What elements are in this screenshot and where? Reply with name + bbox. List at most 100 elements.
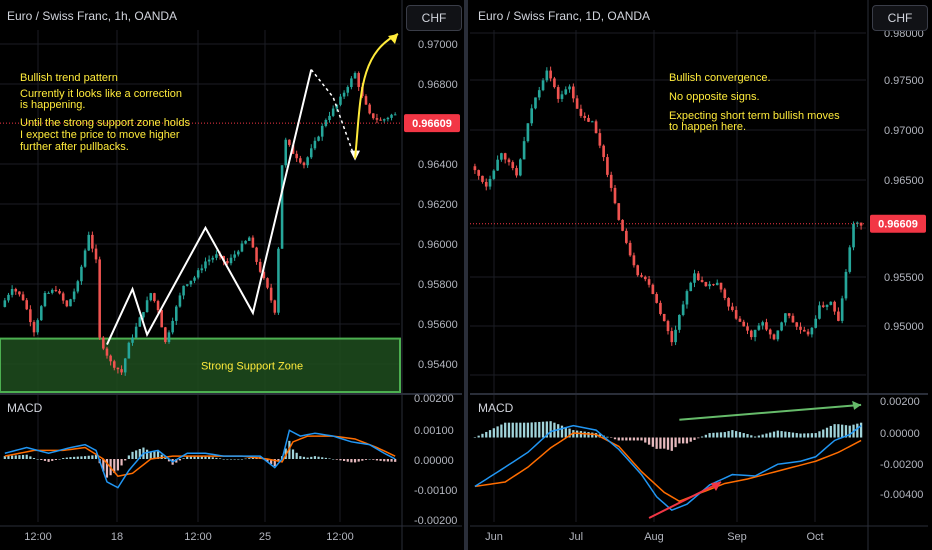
candle-body [353, 73, 357, 79]
histogram-bar [65, 457, 68, 459]
candle-body [266, 278, 269, 288]
candle-body [553, 78, 556, 88]
histogram-bar [727, 431, 730, 438]
histogram-bar [564, 427, 567, 438]
histogram-bar [208, 456, 211, 459]
currency-button-right[interactable]: CHF [872, 5, 928, 31]
candle-body [160, 310, 163, 328]
currency-button-left[interactable]: CHF [406, 5, 462, 31]
macd-axis-label: 0.00200 [880, 396, 920, 408]
annotation-note: Bullish convergence. [669, 72, 771, 84]
candle-body [280, 165, 284, 249]
candle-body [164, 327, 167, 343]
histogram-bar [666, 437, 670, 450]
histogram-bar [753, 436, 757, 438]
histogram-bar [127, 455, 130, 459]
histogram-bar [655, 437, 658, 449]
candle-body [640, 275, 643, 277]
histogram-bar [485, 431, 488, 438]
histogram-bar [248, 458, 251, 459]
histogram-bar [549, 421, 552, 438]
time-axis-label: 12:00 [326, 531, 354, 543]
histogram-bar [29, 456, 32, 459]
histogram-bar [795, 433, 798, 438]
candle-body [723, 289, 727, 299]
candle-body [339, 96, 342, 105]
histogram-bar [613, 437, 617, 440]
candle-body [368, 104, 371, 114]
candle-body [537, 90, 541, 98]
candle-body [556, 87, 560, 99]
histogram-bar [814, 433, 817, 438]
histogram-bar [394, 459, 397, 462]
price-axis-label: 0.96500 [884, 175, 924, 187]
candle-body [742, 321, 746, 327]
candle-body [670, 331, 674, 343]
candle-body [753, 329, 757, 338]
histogram-bar [856, 423, 859, 438]
candle-body [651, 284, 655, 295]
annotation-note: No opposite signs. [669, 91, 760, 103]
candle-body [288, 139, 291, 145]
candle-body [116, 367, 120, 370]
candle-body [269, 287, 273, 301]
macd-histogram [3, 440, 397, 478]
candle-body [375, 118, 379, 120]
histogram-bar [829, 425, 832, 438]
histogram-bar [306, 457, 309, 459]
macd-label: MACD [7, 401, 43, 415]
candle-body [69, 299, 72, 307]
candle-body [768, 329, 772, 335]
histogram-bar [69, 457, 72, 459]
candle-body [821, 305, 825, 307]
candle-body [833, 301, 836, 312]
price-axis-label: 0.97500 [884, 75, 924, 87]
histogram-bar [124, 459, 127, 461]
histogram-bar [750, 435, 753, 438]
histogram-bar [500, 424, 503, 438]
candle-body [102, 337, 105, 349]
histogram-bar [372, 459, 375, 460]
histogram-bar [507, 422, 511, 438]
candle-body [674, 329, 677, 343]
histogram-bar [704, 434, 707, 438]
histogram-bar [335, 459, 338, 460]
histogram-bar [40, 459, 43, 460]
candle-body [324, 119, 328, 126]
histogram-bar [91, 455, 94, 459]
candle-body [587, 117, 590, 122]
candle-body [757, 325, 761, 330]
candle-body [477, 170, 481, 176]
annotation-note: is happening. [20, 99, 85, 111]
histogram-bar [54, 459, 57, 460]
candle-body [83, 250, 87, 267]
candle-body [526, 123, 530, 142]
histogram-bar [350, 459, 353, 463]
candle-body [609, 174, 613, 188]
candle-body [545, 70, 549, 81]
histogram-bar [473, 437, 477, 439]
histogram-bar [200, 456, 203, 459]
candle-body [226, 261, 229, 264]
candle-body [328, 115, 331, 120]
candle-body [791, 315, 795, 323]
histogram-bar [105, 459, 109, 478]
histogram-bar [182, 458, 185, 459]
histogram-bar [211, 457, 214, 459]
histogram-bar [175, 459, 178, 463]
candle-body [229, 257, 233, 264]
histogram-bar [799, 433, 802, 438]
histogram-bar [541, 421, 545, 438]
candle-body [94, 248, 98, 260]
histogram-bar [780, 431, 783, 438]
candle-body [127, 342, 131, 359]
chart-title: Euro / Swiss Franc, 1D, OANDA [478, 9, 650, 23]
candle-body [346, 87, 350, 93]
macd-axis-label: 0.00000 [414, 455, 454, 467]
histogram-bar [610, 437, 613, 439]
histogram-bar [504, 422, 507, 438]
annotation-note: further after pullbacks. [20, 141, 129, 153]
candle-body [255, 247, 258, 262]
chart-panel-left: Strong Support Zone Bullish trend pattern… [0, 0, 462, 550]
candle-body [560, 94, 564, 99]
